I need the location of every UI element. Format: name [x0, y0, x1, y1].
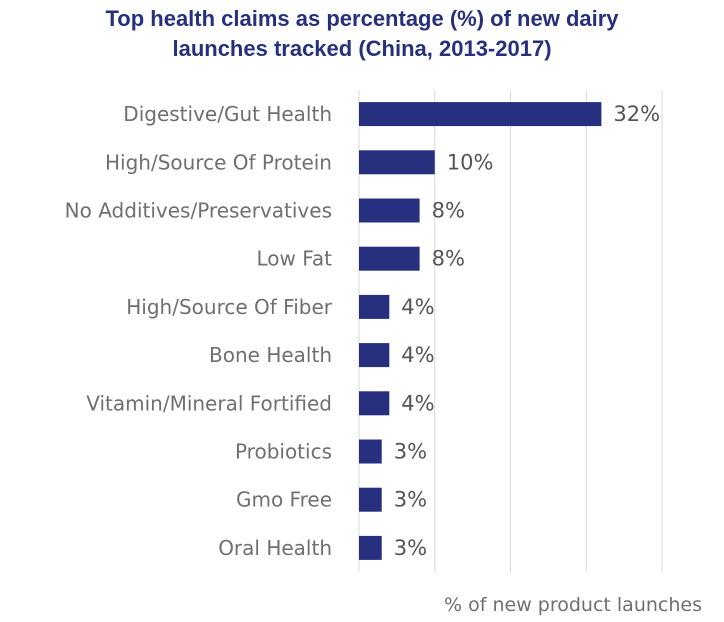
bars	[359, 102, 602, 560]
value-label: 4%	[401, 343, 434, 367]
bar	[359, 487, 382, 512]
category-label: Bone Health	[209, 343, 332, 367]
bar	[359, 102, 602, 127]
bar	[359, 198, 420, 223]
value-label: 8%	[432, 247, 465, 271]
chart-title-line-2: launches tracked (China, 2013-2017)	[172, 36, 552, 61]
value-label: 3%	[394, 536, 427, 560]
bar	[359, 391, 390, 416]
category-label: High/Source Of Fiber	[126, 295, 333, 319]
chart-title: Top health claims as percentage (%) of n…	[0, 4, 724, 64]
chart-title-line-1: Top health claims as percentage (%) of n…	[105, 6, 619, 31]
value-label: 32%	[613, 102, 660, 126]
category-label: Probiotics	[235, 440, 332, 464]
bar	[359, 535, 382, 560]
category-label: Gmo Free	[236, 488, 332, 512]
category-label: Vitamin/Mineral Fortified	[86, 391, 332, 415]
category-label: High/Source Of Protein	[105, 150, 332, 174]
value-label: 4%	[401, 391, 434, 415]
category-label: Digestive/Gut Health	[123, 102, 332, 126]
value-label: 8%	[432, 199, 465, 223]
value-label: 4%	[401, 295, 434, 319]
bar	[359, 439, 382, 464]
value-label: 3%	[394, 440, 427, 464]
value-label: 3%	[394, 488, 427, 512]
category-label: Low Fat	[256, 247, 332, 271]
bar	[359, 246, 420, 271]
bar	[359, 294, 390, 319]
bar	[359, 150, 435, 175]
category-label: No Additives/Preservatives	[65, 199, 332, 223]
category-labels: Digestive/Gut Health High/Source Of Prote…	[65, 102, 333, 560]
x-axis-label: % of new product launches	[444, 594, 702, 616]
value-label: 10%	[447, 150, 494, 174]
bar	[359, 343, 390, 368]
value-labels: 32% 10% 8% 8% 4% 4% 4% 3% 3% 3%	[394, 102, 660, 560]
category-label: Oral Health	[218, 536, 332, 560]
